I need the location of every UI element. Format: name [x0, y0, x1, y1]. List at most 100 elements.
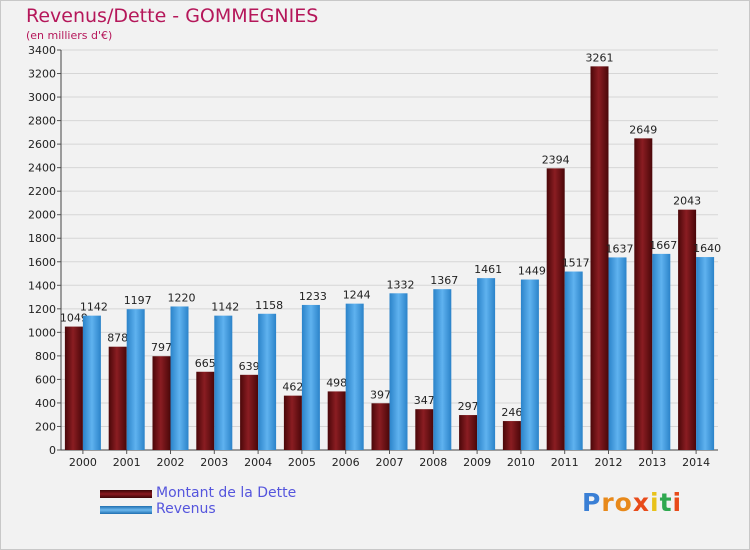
x-tick-label: 2003 — [200, 456, 228, 469]
data-label-revenus: 1332 — [387, 278, 415, 291]
bar-revenus — [82, 315, 101, 450]
data-label-dette: 498 — [326, 376, 347, 389]
bar-dette — [371, 403, 390, 450]
bar-revenus — [652, 253, 671, 450]
x-tick-label: 2010 — [507, 456, 535, 469]
legend-swatch-dette — [100, 490, 152, 498]
bar-dette — [240, 374, 259, 450]
data-label-revenus: 1461 — [474, 263, 502, 276]
y-tick-label: 600 — [35, 373, 56, 386]
y-tick-label: 2200 — [28, 185, 56, 198]
y-tick-label: 1600 — [28, 256, 56, 269]
x-tick-label: 2005 — [288, 456, 316, 469]
bar-dette — [415, 409, 434, 450]
y-tick-label: 200 — [35, 420, 56, 433]
y-tick-label: 3400 — [28, 44, 56, 57]
y-tick-label: 1800 — [28, 232, 56, 245]
proxiti-logo: Proxiti — [582, 488, 682, 517]
y-tick-label: 2800 — [28, 115, 56, 128]
x-tick-label: 2002 — [157, 456, 185, 469]
logo-letter: i — [672, 488, 683, 517]
logo-letter: o — [614, 488, 633, 517]
data-label-dette: 297 — [458, 400, 479, 413]
x-tick-label: 2006 — [332, 456, 360, 469]
data-label-dette: 2649 — [629, 123, 657, 136]
data-label-dette: 2394 — [542, 153, 570, 166]
y-tick-label: 3200 — [28, 68, 56, 81]
x-tick-label: 2004 — [244, 456, 272, 469]
legend-label-dette: Montant de la Dette — [156, 485, 297, 501]
data-label-revenus: 1667 — [649, 239, 677, 252]
bar-dette — [546, 168, 565, 450]
chart-title: Revenus/Dette - GOMMEGNIES — [26, 5, 319, 27]
data-label-dette: 2043 — [673, 195, 701, 208]
legend-label-revenus: Revenus — [156, 501, 216, 517]
x-tick-label: 2012 — [595, 456, 623, 469]
x-tick-label: 2007 — [376, 456, 404, 469]
data-label-revenus: 1367 — [430, 274, 458, 287]
bar-dette — [108, 346, 127, 450]
data-label-revenus: 1637 — [606, 242, 634, 255]
bar-revenus — [696, 257, 715, 450]
bar-revenus — [564, 271, 583, 450]
data-label-dette: 797 — [151, 341, 172, 354]
data-label-revenus: 1142 — [80, 301, 108, 314]
data-label-dette: 878 — [107, 332, 128, 345]
y-tick-label: 1000 — [28, 326, 56, 339]
bar-revenus — [214, 315, 233, 450]
logo-letter: i — [650, 488, 660, 517]
data-label-dette: 347 — [414, 394, 435, 407]
logo-letter: x — [632, 488, 650, 517]
bar-dette — [459, 415, 478, 450]
data-label-revenus: 1517 — [562, 257, 590, 270]
logo-letter: r — [601, 488, 615, 517]
bar-revenus — [126, 309, 145, 450]
logo-letter: t — [659, 488, 673, 517]
bar-revenus — [608, 257, 627, 450]
bar-dette — [152, 356, 171, 450]
y-tick-label: 2000 — [28, 209, 56, 222]
bar-revenus — [301, 304, 320, 450]
bar-dette — [634, 138, 653, 450]
bar-revenus — [433, 289, 452, 450]
x-tick-label: 2014 — [682, 456, 710, 469]
y-tick-label: 3000 — [28, 91, 56, 104]
x-tick-label: 2009 — [463, 456, 491, 469]
data-label-dette: 1049 — [60, 312, 88, 325]
x-tick-label: 2000 — [69, 456, 97, 469]
bar-revenus — [389, 293, 408, 450]
bar-revenus — [520, 279, 539, 450]
bar-dette — [327, 391, 346, 450]
bar-revenus — [258, 313, 277, 450]
x-tick-label: 2013 — [638, 456, 666, 469]
data-label-revenus: 1220 — [168, 291, 196, 304]
x-tick-label: 2011 — [551, 456, 579, 469]
data-label-dette: 639 — [239, 360, 260, 373]
data-label-dette: 397 — [370, 388, 391, 401]
data-label-dette: 246 — [501, 406, 522, 419]
data-label-revenus: 1233 — [299, 290, 327, 303]
data-label-revenus: 1158 — [255, 299, 283, 312]
data-label-revenus: 1244 — [343, 289, 371, 302]
data-label-dette: 462 — [282, 381, 303, 394]
y-tick-label: 0 — [49, 444, 56, 457]
y-tick-label: 400 — [35, 397, 56, 410]
y-tick-label: 1400 — [28, 279, 56, 292]
y-tick-label: 1200 — [28, 303, 56, 316]
bar-dette — [64, 326, 83, 450]
bar-revenus — [477, 278, 496, 450]
data-label-dette: 3261 — [586, 51, 614, 64]
y-tick-label: 2600 — [28, 138, 56, 151]
chart-subtitle: (en milliers d'€) — [26, 29, 113, 42]
bar-dette — [196, 371, 215, 450]
y-tick-label: 2400 — [28, 162, 56, 175]
data-label-dette: 665 — [195, 357, 216, 370]
data-label-revenus: 1640 — [693, 242, 721, 255]
logo-letter: P — [582, 488, 602, 517]
bar-dette — [678, 209, 697, 450]
data-label-revenus: 1142 — [211, 301, 239, 314]
x-tick-label: 2001 — [113, 456, 141, 469]
y-tick-label: 800 — [35, 350, 56, 363]
data-label-revenus: 1197 — [124, 294, 152, 307]
bar-revenus — [345, 303, 364, 450]
